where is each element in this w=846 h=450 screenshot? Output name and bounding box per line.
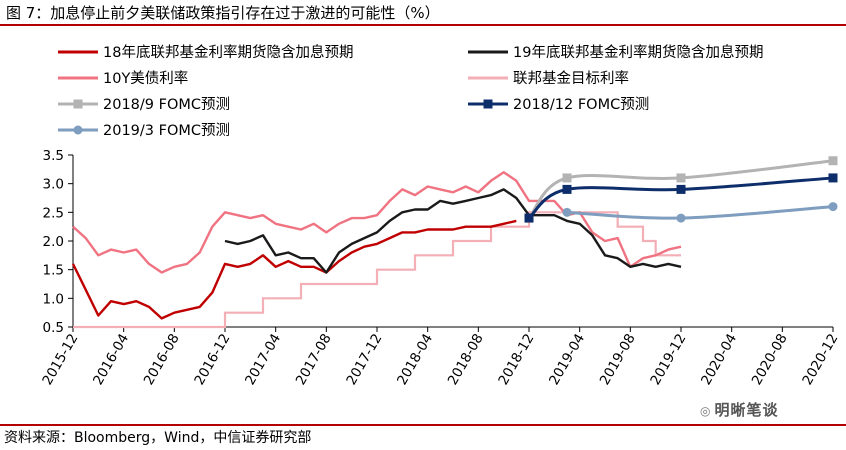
x-tick-label: 2018-04 [394, 331, 436, 388]
legend-label: 18年底联邦基金利率期货隐含加息预期 [103, 44, 353, 61]
y-tick-label: 2.5 [43, 205, 64, 221]
series-step-line [73, 211, 681, 329]
data-point [562, 184, 572, 194]
y-tick-label: 0.5 [43, 320, 64, 336]
x-tick-label: 2017-12 [343, 331, 385, 388]
series-6 [562, 202, 838, 223]
x-tick-label: 2019-08 [597, 331, 639, 388]
x-tick-label: 2018-12 [495, 331, 537, 388]
data-point [828, 173, 838, 183]
y-tick-label: 1.5 [43, 263, 64, 279]
x-tick-label: 2019-04 [546, 331, 588, 388]
series-1 [224, 188, 682, 274]
x-tick-label: 2020-04 [698, 331, 740, 388]
legend-marker [73, 125, 83, 135]
legend-label: 10Y美债利率 [103, 70, 188, 87]
series-line [527, 176, 834, 220]
y-tick-label: 1.0 [43, 291, 64, 307]
series-3 [73, 211, 681, 329]
data-point [676, 173, 686, 183]
footer-divider [0, 424, 846, 426]
axes: 0.51.01.52.02.53.03.5 2015-12 2016-04 2016… [39, 148, 841, 388]
y-ticks: 0.5 1.0 1.5 2.0 2.5 3.0 3.5 [43, 148, 73, 336]
legend-item: 10Y美债利率 [58, 70, 188, 87]
data-point [562, 207, 572, 217]
data-point [828, 156, 838, 166]
legend-marker [483, 99, 493, 109]
x-tick-label: 2018-08 [445, 331, 487, 388]
series-0 [71, 219, 517, 320]
x-tick-label: 2017-08 [293, 331, 335, 388]
x-tick-label: 2016-04 [90, 331, 132, 388]
wechat-icon: ◎ [700, 404, 712, 418]
legend-label: 2018/9 FOMC预测 [103, 96, 230, 113]
line-chart: 0.51.01.52.02.53.03.5 2015-12 2016-04 2016… [39, 44, 841, 388]
legend-item: 2018/9 FOMC预测 [58, 96, 230, 113]
x-tick-label: 2020-08 [749, 331, 791, 388]
series-layer [71, 156, 838, 329]
x-tick-label: 2020-12 [799, 331, 841, 388]
data-point [828, 202, 838, 212]
chart-title: 图 7：加息停止前夕美联储政策指引存在过于激进的可能性（%） [6, 4, 440, 22]
x-tick-label: 2017-04 [242, 331, 284, 388]
legend-item: 19年底联邦基金利率期货隐含加息预期 [468, 44, 763, 61]
legend-item: 2018/12 FOMC预测 [468, 96, 649, 113]
series-line [527, 159, 834, 220]
legend-item: 联邦基金目标利率 [468, 70, 629, 87]
x-tick-label: 2019-12 [647, 331, 689, 388]
x-tick-label: 2015-12 [39, 331, 81, 388]
series-5 [524, 173, 838, 223]
series-line [71, 219, 517, 320]
data-point [524, 213, 534, 223]
legend-item: 18年底联邦基金利率期货隐含加息预期 [58, 44, 353, 61]
legend-item: 2019/3 FOMC预测 [58, 122, 230, 139]
legend-label: 联邦基金目标利率 [513, 70, 629, 87]
title-divider [0, 24, 846, 26]
legend-label: 2019/3 FOMC预测 [103, 122, 230, 139]
series-line [224, 188, 682, 274]
source-note: 资料来源：Bloomberg，Wind，中信证券研究部 [4, 430, 312, 446]
watermark: ◎ 明晰笔谈 [700, 399, 779, 420]
y-tick-label: 2.0 [43, 234, 64, 250]
legend-label: 19年底联邦基金利率期货隐含加息预期 [513, 44, 763, 61]
data-point [562, 173, 572, 183]
y-tick-label: 3.5 [43, 148, 64, 164]
x-tick-label: 2016-12 [191, 331, 233, 388]
legend: 18年底联邦基金利率期货隐含加息预期 19年底联邦基金利率期货隐含加息预期 10Y美… [58, 44, 763, 139]
watermark-text: 明晰笔谈 [714, 401, 779, 419]
data-point [676, 213, 686, 223]
y-tick-label: 3.0 [43, 177, 64, 193]
x-tick-label: 2016-08 [141, 331, 183, 388]
legend-marker [73, 99, 83, 109]
legend-label: 2018/12 FOMC预测 [513, 96, 649, 113]
data-point [676, 184, 686, 194]
x-ticks: 2015-12 2016-04 2016-08 2016-12 2017-04 2017-… [39, 327, 841, 388]
